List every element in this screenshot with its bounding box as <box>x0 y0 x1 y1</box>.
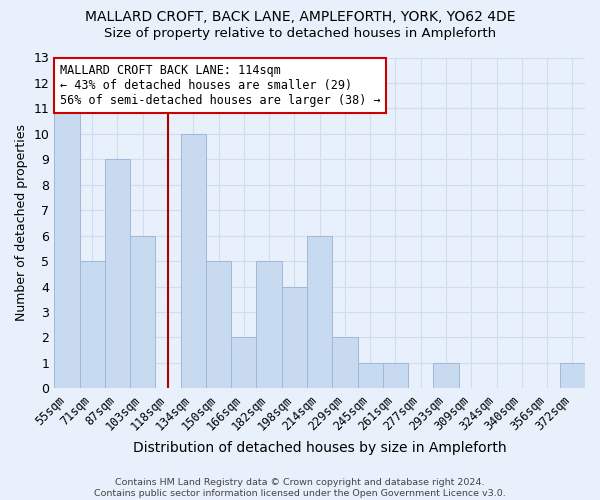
Bar <box>256 261 282 388</box>
Y-axis label: Number of detached properties: Number of detached properties <box>15 124 28 322</box>
Bar <box>560 363 585 388</box>
Bar <box>231 338 256 388</box>
Text: Contains HM Land Registry data © Crown copyright and database right 2024.
Contai: Contains HM Land Registry data © Crown c… <box>94 478 506 498</box>
Bar <box>282 286 307 388</box>
Bar <box>358 363 383 388</box>
Bar <box>332 338 358 388</box>
Bar <box>206 261 231 388</box>
Bar <box>383 363 408 388</box>
Bar <box>80 261 105 388</box>
Text: Size of property relative to detached houses in Ampleforth: Size of property relative to detached ho… <box>104 28 496 40</box>
Bar <box>54 108 80 388</box>
X-axis label: Distribution of detached houses by size in Ampleforth: Distribution of detached houses by size … <box>133 441 506 455</box>
Text: MALLARD CROFT, BACK LANE, AMPLEFORTH, YORK, YO62 4DE: MALLARD CROFT, BACK LANE, AMPLEFORTH, YO… <box>85 10 515 24</box>
Bar <box>105 160 130 388</box>
Bar <box>130 236 155 388</box>
Bar <box>307 236 332 388</box>
Bar <box>433 363 458 388</box>
Text: MALLARD CROFT BACK LANE: 114sqm
← 43% of detached houses are smaller (29)
56% of: MALLARD CROFT BACK LANE: 114sqm ← 43% of… <box>59 64 380 107</box>
Bar <box>181 134 206 388</box>
